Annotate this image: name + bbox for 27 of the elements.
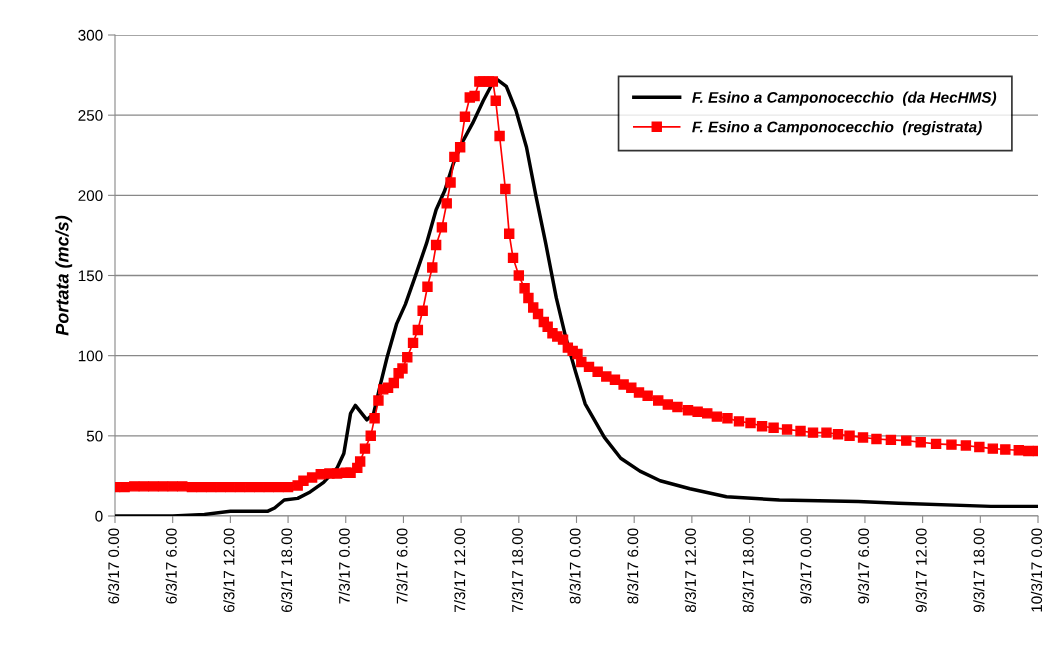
- x-tick-label: 9/3/17 6.00: [857, 528, 870, 604]
- x-tick-label: 10/3/17 0.00: [1030, 528, 1043, 612]
- x-tick-label: 8/3/17 6.00: [627, 528, 639, 604]
- legend-label: F. Esino a Camponocecchio (da HecHMS): [692, 91, 997, 106]
- y-tick-label: 300: [78, 29, 103, 41]
- x-tick-label: 6/3/17 12.00: [223, 528, 235, 612]
- y-tick-label: 0: [95, 510, 103, 522]
- x-tick-label: 9/3/17 18.00: [973, 528, 985, 613]
- x-tick-label: 7/3/17 6.00: [396, 528, 408, 604]
- x-tick-label: 9/3/17 12.00: [915, 528, 927, 613]
- x-tick-label: 9/3/17 0.00: [800, 528, 812, 604]
- y-axis-title: Portata (mc/s): [55, 215, 73, 336]
- x-tick-label: 6/3/17 6.00: [165, 528, 177, 604]
- y-tick-label: 200: [78, 190, 103, 202]
- x-tick-label: 6/3/17 0.00: [107, 528, 120, 604]
- x-tick-label: 7/3/17 12.00: [454, 528, 466, 612]
- y-tick-label: 100: [78, 350, 103, 362]
- x-tick-label: 8/3/17 12.00: [684, 528, 696, 613]
- x-tick-label: 6/3/17 18.00: [280, 528, 293, 612]
- y-tick-label: 250: [78, 110, 103, 121]
- x-tick-label: 7/3/17 18.00: [511, 528, 523, 612]
- legend-label: F. Esino a Camponocecchio (registrata): [692, 121, 982, 136]
- x-tick-label: 8/3/17 18.00: [742, 528, 754, 613]
- y-tick-label: 50: [86, 430, 103, 442]
- x-tick-label: 8/3/17 0.00: [569, 528, 581, 604]
- y-tick-label: 150: [78, 270, 103, 282]
- x-tick-label: 7/3/17 0.00: [338, 528, 350, 604]
